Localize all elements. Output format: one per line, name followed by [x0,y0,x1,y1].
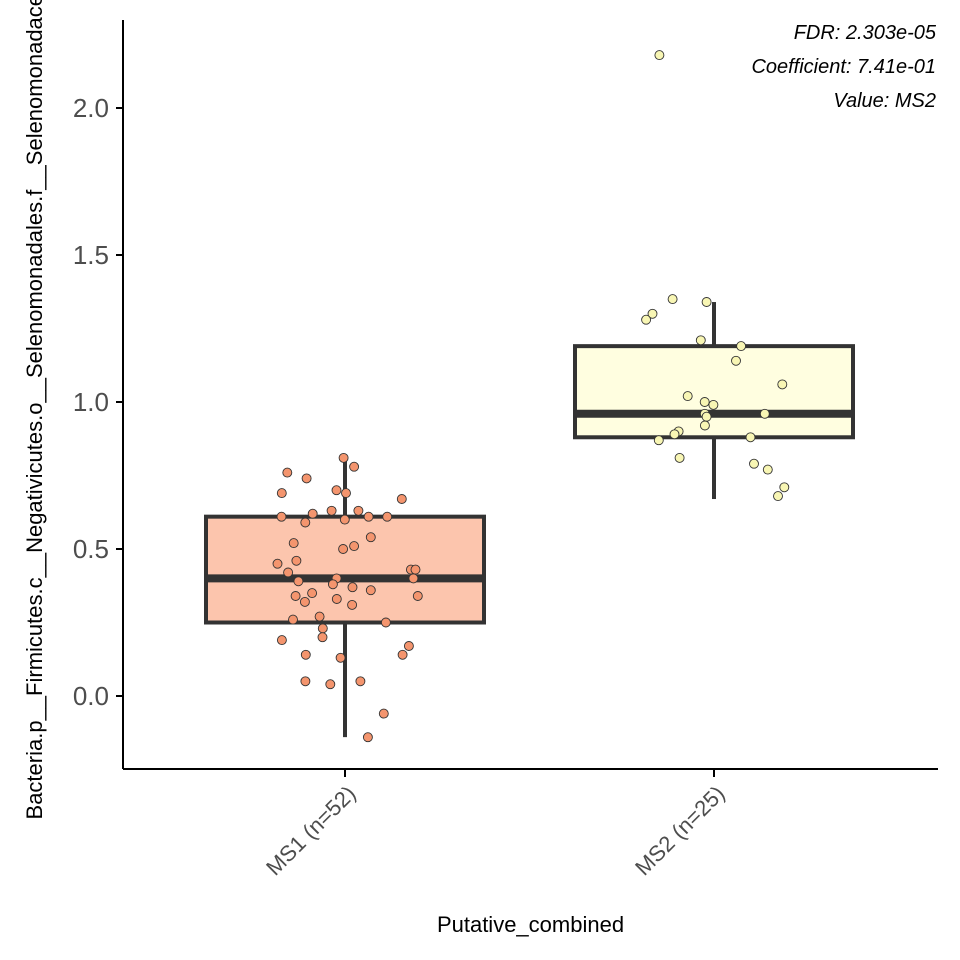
data-point [314,611,325,622]
data-point [380,617,391,628]
data-point [647,308,658,319]
data-point [276,635,287,646]
data-point [365,532,376,543]
data-point [335,652,346,663]
data-point [338,544,349,554]
data-point [669,429,680,440]
data-point [339,514,350,525]
data-point [641,314,652,325]
data-point [341,488,351,499]
data-point [338,452,349,463]
data-point [408,573,419,584]
data-point [695,335,706,346]
data-point [667,294,678,305]
data-point [779,482,790,493]
data-point [362,732,373,743]
data-point [682,391,693,402]
data-point [293,576,304,587]
data-point [283,567,294,578]
box [204,514,486,625]
data-point [347,599,358,610]
data-point [288,614,298,625]
y-tick-label: 0.0 [73,681,109,711]
data-point [290,591,301,601]
data-point [276,511,287,522]
data-point [300,649,311,660]
data-point [288,538,299,549]
data-point [327,579,338,590]
y-tick-label: 1.5 [73,240,109,270]
data-point [353,505,364,516]
data-point [731,355,741,366]
y-tick-label: 0.5 [73,534,109,564]
data-point [674,452,685,463]
data-point [378,708,389,719]
data-point [410,564,421,575]
x-tick-label: MS2 (n=25) [630,781,729,880]
y-tick-label: 1.0 [73,387,109,417]
data-point [331,594,342,604]
data-point [291,555,302,566]
data-point [736,341,747,352]
data-point [276,488,287,499]
data-point [403,641,414,651]
data-point [699,397,710,407]
data-point [412,591,423,601]
box-layer [204,302,855,738]
fdr-annotation: FDR: 2.303e-05 [794,22,937,44]
data-point [301,473,312,484]
data-point [701,411,712,422]
data-point [347,582,358,593]
data-point [325,679,336,690]
points-layer [272,50,790,743]
data-point [759,408,770,419]
data-point [317,632,328,643]
data-point [299,596,310,607]
y-axis-ticks: 0.0 0.5 1.0 1.5 2.0 [73,93,123,711]
data-point [331,485,342,496]
data-point [773,491,783,502]
data-point [355,676,366,687]
coefficient-annotation: Coefficient: 7.41e-01 [751,56,936,78]
x-tick-label: MS1 (n=52) [261,781,360,880]
data-point [300,517,311,528]
data-point [396,494,407,504]
data-point [349,461,360,472]
y-axis-title: Bacteria.p__Firmicutes.c__Negativicutes.… [22,0,47,819]
data-point [307,588,318,599]
data-point [363,511,374,522]
data-point [701,297,712,307]
box [573,344,855,440]
data-point [653,435,664,446]
data-point [777,379,788,390]
data-point [326,505,337,516]
data-point [749,458,759,469]
x-axis-ticks: MS1 (n=52) MS2 (n=25) [261,769,730,880]
data-point [745,432,756,443]
data-point [282,467,293,478]
data-point [365,585,376,596]
data-point [397,649,408,660]
data-point [699,420,710,431]
value-annotation: Value: MS2 [833,90,936,112]
y-tick-label: 2.0 [73,93,109,123]
data-point [317,623,328,634]
data-point [272,558,283,569]
data-point [382,511,393,522]
data-point [300,676,311,687]
data-point [654,50,665,61]
data-point [762,464,773,475]
x-axis-title: Putative_combined [437,912,624,937]
data-point [349,541,360,552]
data-point [708,399,719,410]
data-point [307,508,318,519]
